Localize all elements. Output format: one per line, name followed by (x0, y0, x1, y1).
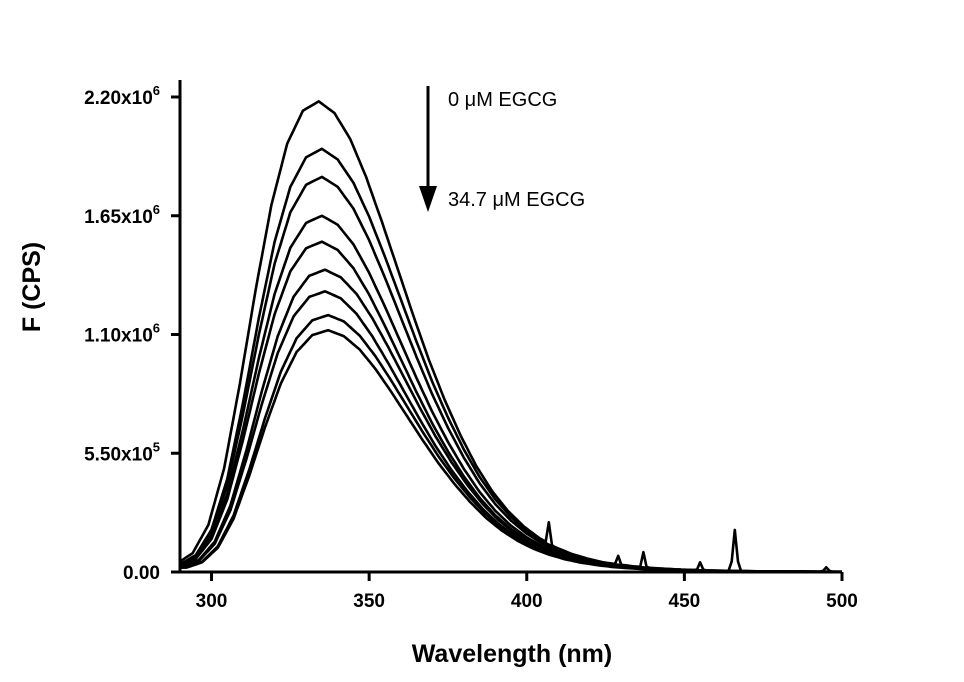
x-axis-title: Wavelength (nm) (412, 640, 612, 668)
x-tick-label: 300 (196, 591, 228, 612)
series-line (179, 147, 842, 573)
x-tick-label: 350 (353, 591, 385, 612)
y-axis-title: F (CPS) (18, 242, 46, 332)
annotation-bottom: 34.7 μM EGCG (448, 189, 585, 211)
x-ticks: 300 350 400 450 500 (196, 572, 858, 612)
x-tick-label: 450 (669, 591, 701, 612)
y-tick-label: 2.20x106 (84, 83, 160, 109)
x-tick-label: 400 (511, 591, 543, 612)
series-line (180, 313, 842, 574)
y-tick-label: 0.00 (123, 563, 160, 584)
y-tick-label: 1.10x106 (84, 321, 160, 347)
series-line (179, 100, 842, 573)
annotation-top: 0 μM EGCG (448, 89, 557, 111)
y-tick-label: 5.50x105 (84, 439, 160, 465)
series-lines (179, 100, 842, 574)
y-ticks: 0.00 5.50x105 1.10x106 1.65x106 2.20x106 (84, 83, 180, 584)
y-tick-label: 1.65x106 (84, 202, 160, 228)
concentration-arrow (419, 86, 437, 212)
x-tick-label: 500 (826, 591, 858, 612)
series-line (180, 328, 842, 574)
series-line (179, 240, 842, 574)
